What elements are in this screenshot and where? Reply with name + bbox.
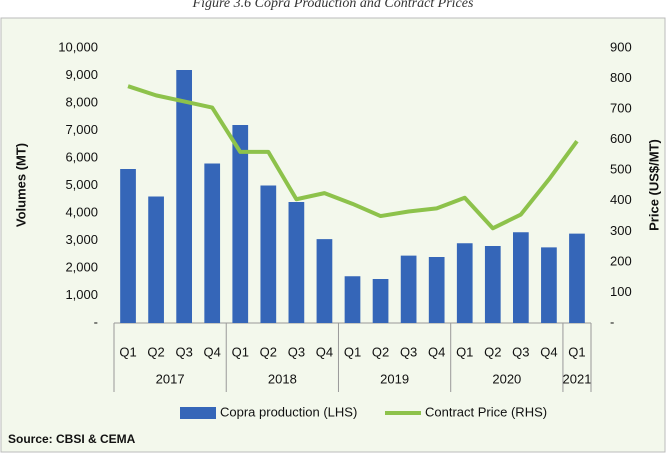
x-tick-label: Q3 [288,344,305,359]
y2-tick-label: 500 [610,162,632,177]
y-tick-label: 3,000 [65,232,98,247]
legend-swatch [180,407,216,419]
bar [484,246,501,323]
x-tick-label: Q4 [540,344,557,359]
bar [176,70,193,323]
bar [204,163,221,323]
y-tick-label: 2,000 [65,259,98,274]
x-tick-label: Q3 [400,344,417,359]
y-tick-label: 6,000 [65,149,98,164]
x-tick-label: Q1 [344,344,361,359]
bar [344,276,361,323]
y-tick-label: 10,000 [58,39,98,54]
x-tick-label: Q4 [204,344,221,359]
y-tick-label: 5,000 [65,177,98,192]
bar [120,169,136,323]
bar [512,232,529,323]
y-tick-label: 9,000 [65,67,98,82]
chart-title: Figure 3.6 Copra Production and Contract… [192,0,474,11]
y-tick-label: 4,000 [65,204,98,219]
x-group-label: 2020 [492,371,521,386]
x-tick-label: Q4 [428,344,445,359]
x-tick-label: Q2 [260,344,277,359]
source-note: Source: CBSI & CEMA [8,432,136,446]
x-group-label: 2017 [156,371,185,386]
y-tick-label: 7,000 [65,122,98,137]
legend-label: Copra production (LHS) [220,404,357,419]
y2-tick-label: - [610,314,614,329]
x-group-label: 2018 [268,371,297,386]
y-axis-title: Volumes (MT) [13,143,28,227]
bar [288,202,305,323]
x-tick-label: Q3 [512,344,529,359]
y2-tick-label: 400 [610,192,632,207]
y2-tick-label: 900 [610,39,632,54]
x-tick-label: Q1 [232,344,249,359]
y-tick-label: 1,000 [65,287,98,302]
x-tick-label: Q2 [484,344,501,359]
x-tick-label: Q1 [456,344,473,359]
y2-tick-label: 200 [610,253,632,268]
y2-tick-label: 800 [610,70,632,85]
y2-tick-label: 100 [610,284,632,299]
x-group-label: 2021 [563,371,592,386]
y2-axis-title: Price (US$/MT) [646,139,661,231]
bar [232,125,249,323]
x-tick-label: Q2 [372,344,389,359]
bar [541,247,557,323]
line [127,84,579,231]
legend-label: Contract Price (RHS) [425,404,547,419]
y2-tick-label: 600 [610,131,632,146]
y-tick-label: - [94,314,98,329]
bar [400,255,417,323]
bar [569,233,585,323]
x-tick-label: Q1 [119,344,136,359]
x-tick-label: Q1 [568,344,585,359]
x-group-label: 2019 [380,371,409,386]
chart-background [0,17,666,453]
x-tick-label: Q4 [316,344,333,359]
x-tick-label: Q3 [175,344,192,359]
bar [428,257,445,323]
bar [316,239,333,323]
bar [260,185,277,323]
bar [456,243,473,323]
y-tick-label: 8,000 [65,94,98,109]
x-tick-label: Q2 [147,344,164,359]
y2-tick-label: 300 [610,223,632,238]
bar [148,196,164,323]
y2-tick-label: 700 [610,101,632,116]
bar [372,279,389,323]
